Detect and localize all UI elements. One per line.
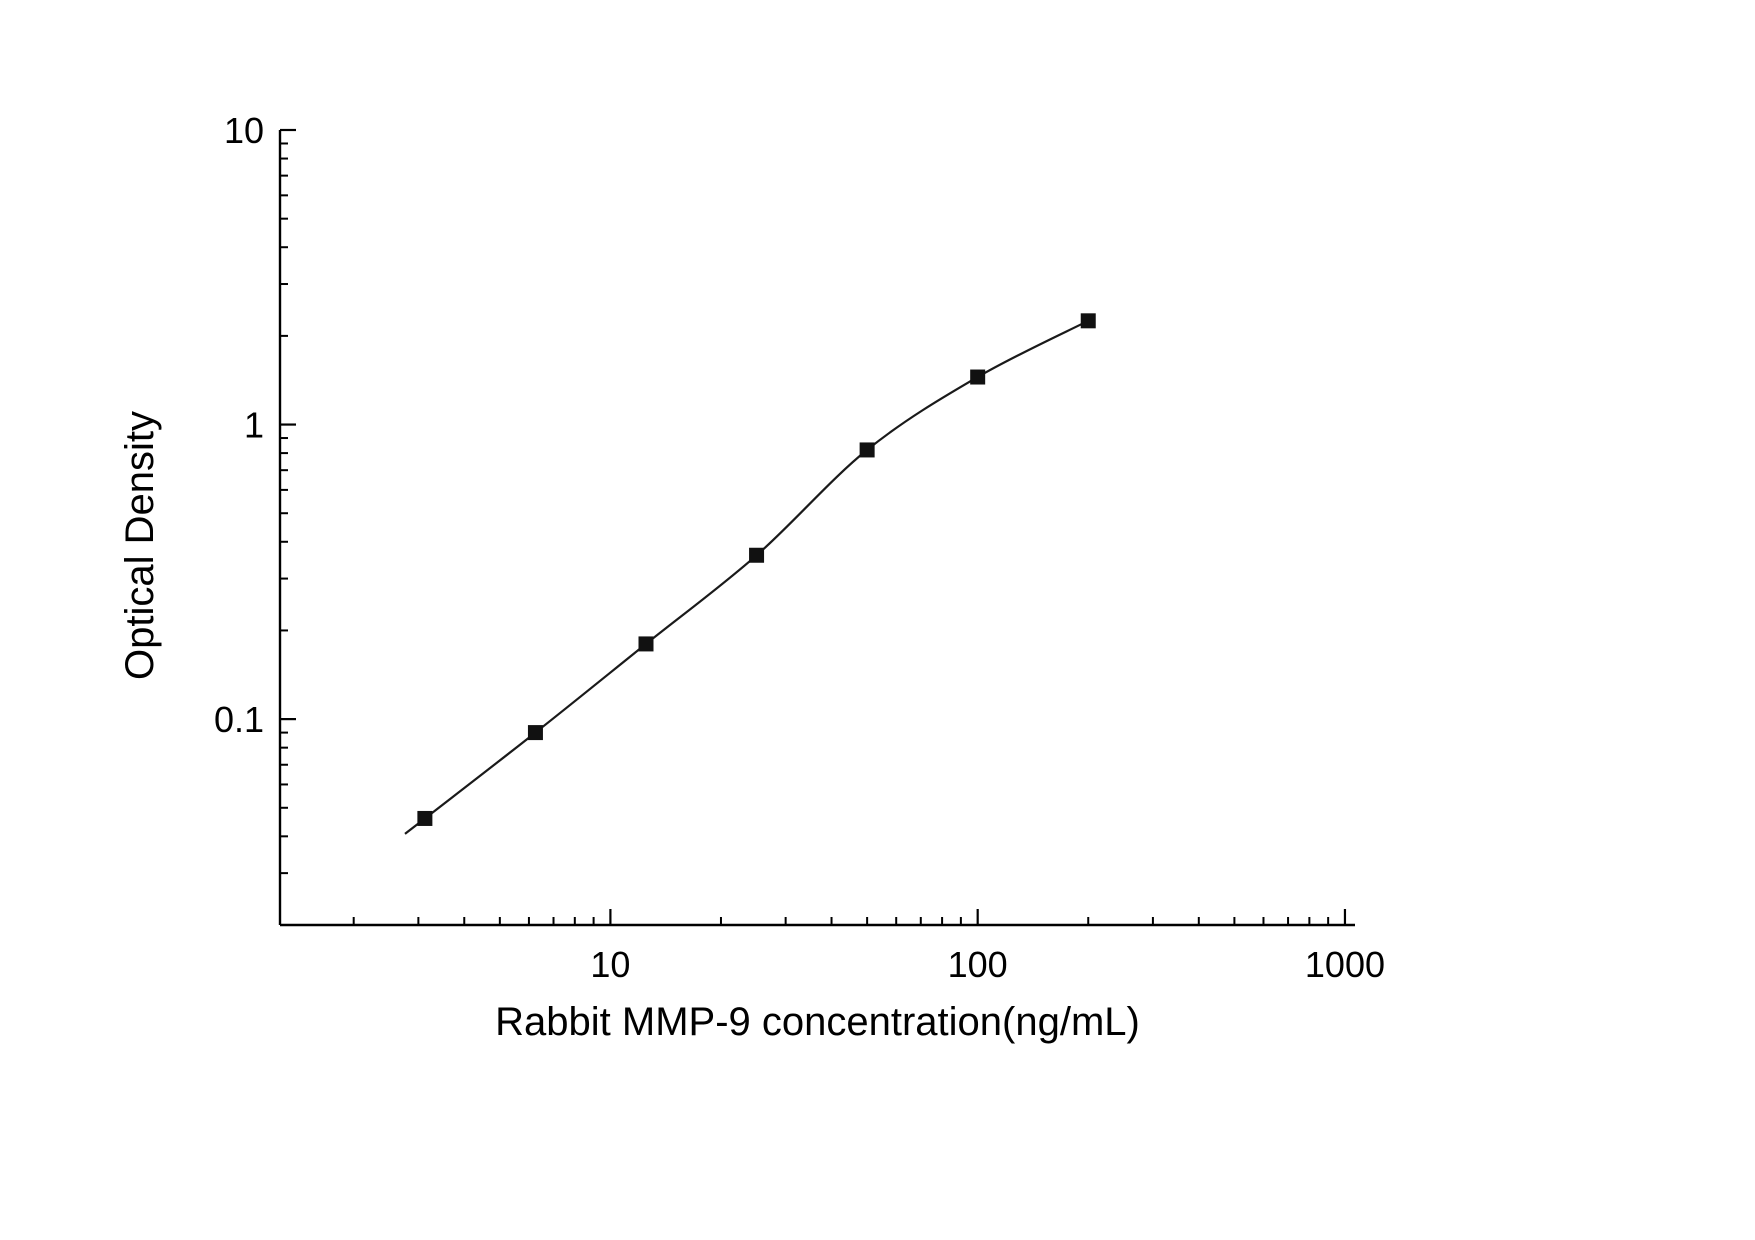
y-axis-title: Optical Density (117, 410, 162, 680)
x-tick-label: 100 (948, 944, 1008, 985)
x-tick-label: 1000 (1305, 944, 1385, 985)
data-point-marker (417, 810, 433, 826)
x-tick-label: 10 (590, 944, 630, 985)
y-axis-title-container: Optical Density (108, 140, 172, 950)
data-point-marker (638, 636, 654, 652)
y-tick-label: 1 (244, 405, 264, 446)
data-point-marker (527, 725, 543, 741)
y-tick-label: 10 (224, 110, 264, 151)
y-tick-label: 0.1 (214, 699, 264, 740)
data-point-marker (970, 369, 986, 385)
x-axis-title: Rabbit MMP-9 concentration(ng/mL) (495, 1000, 1140, 1044)
data-point-marker (859, 442, 875, 458)
data-point-marker (749, 547, 765, 563)
data-point-marker (1080, 313, 1096, 329)
fitted-curve (404, 319, 1089, 835)
